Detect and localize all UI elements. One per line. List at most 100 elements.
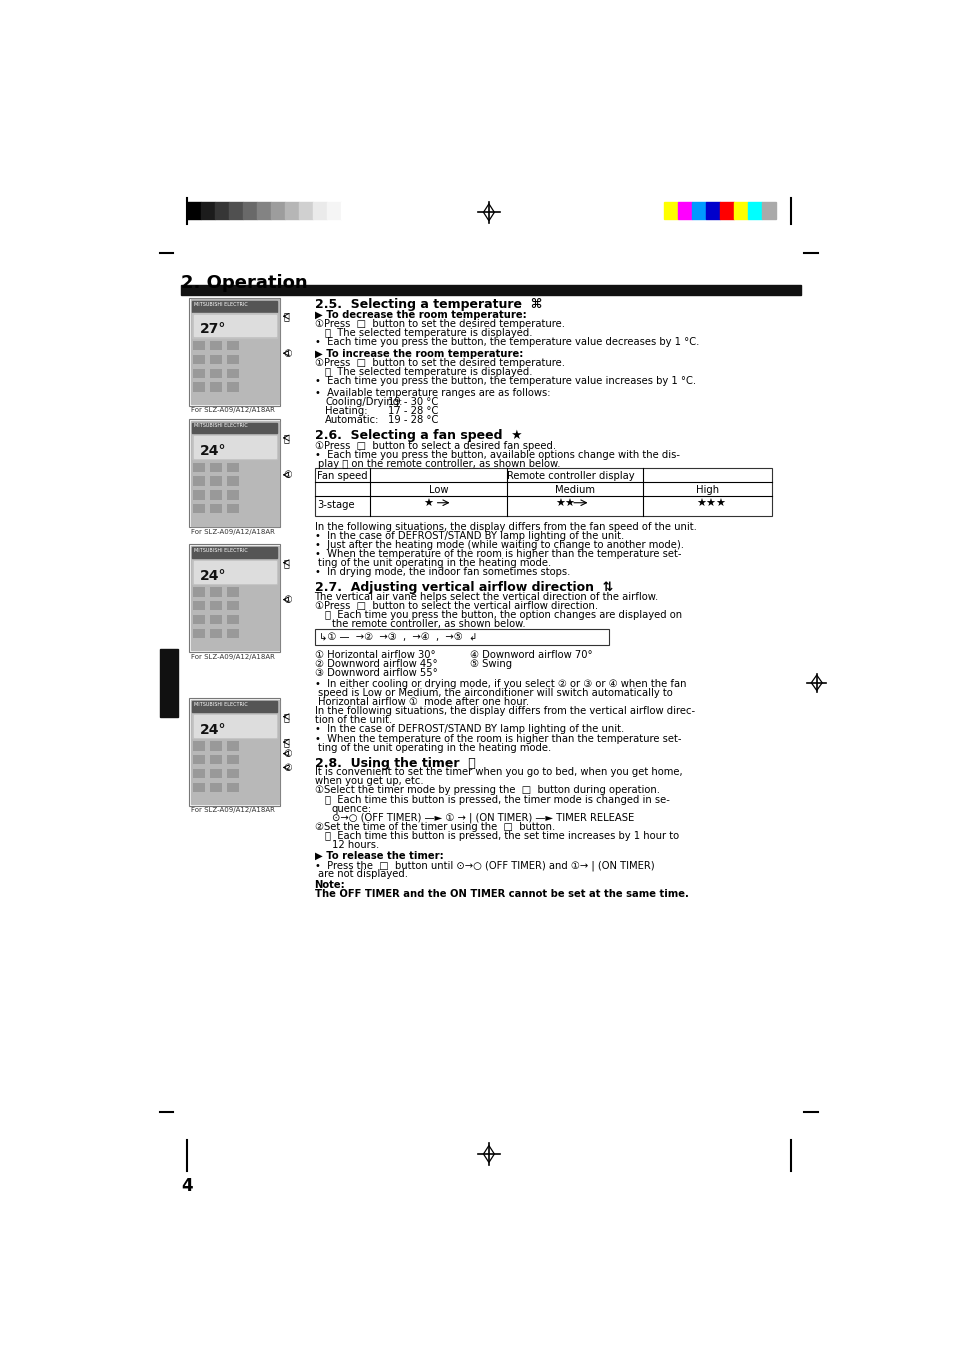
Bar (210, 783, 222, 792)
Bar (159, 649, 178, 717)
Text: For SLZ-A09/A12/A18AR: For SLZ-A09/A12/A18AR (191, 529, 274, 535)
Bar (229, 203, 243, 219)
Bar (210, 504, 222, 514)
Text: For SLZ-A09/A12/A18AR: For SLZ-A09/A12/A18AR (191, 407, 274, 414)
Bar (192, 714, 277, 738)
Bar (227, 491, 239, 499)
Bar (193, 341, 205, 350)
Text: Ⓐ  Each time you press the button, the option changes are displayed on: Ⓐ Each time you press the button, the op… (325, 610, 681, 621)
Bar (227, 629, 239, 638)
Bar (227, 587, 239, 596)
Text: 24°: 24° (199, 723, 226, 737)
Bar (227, 615, 239, 625)
Bar (210, 354, 222, 364)
Text: •  Available temperature ranges are as follows:: • Available temperature ranges are as fo… (314, 388, 550, 397)
Bar (193, 602, 205, 610)
Bar (678, 203, 691, 219)
Text: 2.7.  Adjusting vertical airflow direction  ⇅: 2.7. Adjusting vertical airflow directio… (314, 581, 612, 595)
Text: Ⓐ: Ⓐ (283, 311, 289, 322)
Text: •  In the case of DEFROST/STAND BY lamp lighting of the unit.: • In the case of DEFROST/STAND BY lamp l… (314, 531, 623, 541)
Bar (227, 769, 239, 779)
Text: Ⓐ: Ⓐ (283, 713, 289, 722)
Text: ②: ② (283, 763, 292, 773)
Bar (760, 203, 775, 219)
Bar (193, 715, 275, 737)
Bar (271, 203, 285, 219)
Bar (191, 546, 278, 650)
Bar (192, 702, 277, 713)
Bar (227, 383, 239, 392)
Bar (210, 769, 222, 779)
Text: •  In either cooling or drying mode, if you select ② or ③ or ④ when the fan: • In either cooling or drying mode, if y… (314, 679, 685, 690)
Bar (181, 285, 801, 295)
Text: 2.5.  Selecting a temperature  ⌘: 2.5. Selecting a temperature ⌘ (314, 297, 541, 311)
Text: play Ⓐ on the remote controller, as shown below.: play Ⓐ on the remote controller, as show… (318, 458, 560, 469)
Text: quence:: quence: (332, 803, 372, 814)
Bar (227, 756, 239, 764)
Text: High: High (695, 485, 719, 495)
Bar (210, 602, 222, 610)
Bar (227, 462, 239, 472)
Bar (733, 203, 747, 219)
Bar (340, 203, 355, 219)
Text: ①Press  □  button to set the desired temperature.: ①Press □ button to set the desired tempe… (314, 358, 564, 368)
Bar (189, 297, 280, 406)
Text: •  When the temperature of the room is higher than the temperature set-: • When the temperature of the room is hi… (314, 549, 680, 560)
Bar (215, 203, 229, 219)
Text: Ⓐ  Each time this button is pressed, the timer mode is changed in se-: Ⓐ Each time this button is pressed, the … (325, 795, 670, 804)
Bar (285, 203, 298, 219)
Text: For SLZ-A09/A12/A18AR: For SLZ-A09/A12/A18AR (191, 653, 274, 660)
Text: •  In the case of DEFROST/STAND BY lamp lighting of the unit.: • In the case of DEFROST/STAND BY lamp l… (314, 725, 623, 734)
Text: are not displayed.: are not displayed. (318, 869, 408, 879)
Bar (193, 756, 205, 764)
Text: when you get up, etc.: when you get up, etc. (314, 776, 423, 787)
Text: ①Press  □  button to set the desired temperature.: ①Press □ button to set the desired tempe… (314, 319, 564, 330)
Text: 4: 4 (181, 1178, 193, 1195)
Bar (243, 203, 257, 219)
Bar (210, 341, 222, 350)
Text: •  When the temperature of the room is higher than the temperature set-: • When the temperature of the room is hi… (314, 734, 680, 744)
Bar (210, 629, 222, 638)
Bar (210, 587, 222, 596)
Bar (210, 615, 222, 625)
Text: It is convenient to set the timer when you go to bed, when you get home,: It is convenient to set the timer when y… (314, 768, 681, 777)
Bar (189, 544, 280, 652)
Bar (257, 203, 271, 219)
Bar (227, 783, 239, 792)
Bar (227, 602, 239, 610)
Text: 19 - 28 °C: 19 - 28 °C (388, 415, 438, 426)
Bar (227, 354, 239, 364)
Text: In the following situations, the display differs from the vertical airflow direc: In the following situations, the display… (314, 706, 694, 717)
Text: MITSUBISHI ELECTRIC: MITSUBISHI ELECTRIC (193, 702, 247, 707)
Bar (720, 203, 733, 219)
Bar (705, 203, 720, 219)
Bar (691, 203, 705, 219)
Text: speed is Low or Medium, the airconditioner will switch automatically to: speed is Low or Medium, the aircondition… (318, 688, 673, 698)
Text: 19 - 30 °C: 19 - 30 °C (388, 397, 438, 407)
Bar (210, 741, 222, 750)
Text: In the following situations, the display differs from the fan speed of the unit.: In the following situations, the display… (314, 522, 696, 531)
Text: ②Set the time of the timer using the  □  button.: ②Set the time of the timer using the □ b… (314, 822, 555, 831)
Text: ★★★: ★★★ (695, 499, 725, 508)
Bar (191, 420, 278, 526)
Text: Fan speed: Fan speed (316, 470, 367, 481)
Text: The OFF TIMER and the ON TIMER cannot be set at the same time.: The OFF TIMER and the ON TIMER cannot be… (314, 890, 688, 899)
Text: 3-stage: 3-stage (316, 500, 355, 510)
Text: ting of the unit operating in the heating mode.: ting of the unit operating in the heatin… (318, 558, 551, 568)
Bar (193, 476, 205, 485)
Bar (192, 435, 277, 460)
Text: Ⓐ: Ⓐ (283, 433, 289, 443)
Bar (201, 203, 215, 219)
Text: ①: ① (283, 749, 292, 758)
Bar (193, 615, 205, 625)
Bar (192, 314, 277, 338)
Text: the remote controller, as shown below.: the remote controller, as shown below. (332, 619, 525, 629)
Text: For SLZ-A09/A12/A18AR: For SLZ-A09/A12/A18AR (191, 807, 274, 814)
Bar (227, 341, 239, 350)
Bar (314, 468, 771, 516)
Text: MITSUBISHI ELECTRIC: MITSUBISHI ELECTRIC (193, 301, 247, 307)
Bar (192, 301, 277, 311)
Bar (193, 383, 205, 392)
Bar (191, 700, 278, 804)
Text: •  In drying mode, the indoor fan sometimes stops.: • In drying mode, the indoor fan sometim… (314, 568, 569, 577)
